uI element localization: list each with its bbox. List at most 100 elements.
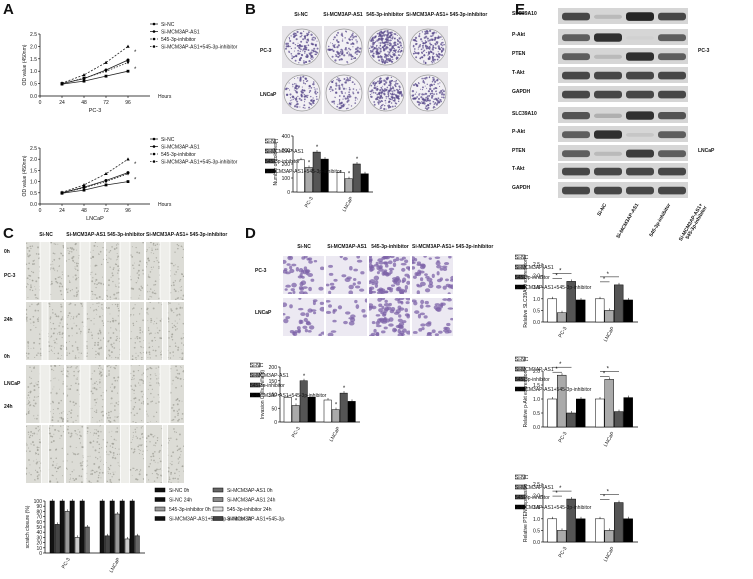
cell-speck <box>130 297 132 299</box>
colony-dot <box>428 94 431 97</box>
colony-dot <box>379 33 381 35</box>
protein-band <box>658 71 686 80</box>
colony-dot <box>375 40 377 43</box>
bar <box>547 398 557 428</box>
bar <box>109 500 115 554</box>
colony-dot <box>313 47 316 50</box>
colony-dot <box>374 85 376 87</box>
cell-speck <box>34 356 36 358</box>
cell-speck <box>170 437 172 439</box>
cell-speck <box>34 309 37 312</box>
cell-speck <box>174 431 176 433</box>
colony-dot <box>440 43 443 46</box>
cell-speck <box>96 470 98 473</box>
y-tick-label: 0 <box>274 420 277 426</box>
invading-cell <box>353 268 358 272</box>
cell-speck <box>183 370 184 372</box>
row-label: LNCaP <box>260 92 277 98</box>
cell-speck <box>117 258 118 260</box>
cell-speck <box>52 312 54 314</box>
cell-speck <box>98 347 101 350</box>
colony-dot <box>378 46 380 49</box>
colony-dot <box>371 45 374 48</box>
cell-speck <box>38 257 40 260</box>
colony-dot <box>333 103 335 105</box>
significance-star: * <box>603 277 606 283</box>
colony-dot <box>384 44 386 46</box>
cell-speck <box>33 263 36 265</box>
plate-svg <box>283 28 321 66</box>
cell-speck <box>59 357 61 359</box>
cell-speck <box>130 331 132 333</box>
invading-cell <box>423 256 427 258</box>
colony-dot <box>390 102 393 104</box>
colony-dot <box>437 55 440 58</box>
colony-dot <box>329 86 333 89</box>
cell-speck <box>31 443 33 445</box>
y-tick-label: 0.0 <box>30 202 37 208</box>
colony-dot <box>379 50 382 53</box>
colony-dot <box>387 59 389 61</box>
invading-cell <box>355 304 360 309</box>
plate-dish <box>367 74 405 112</box>
colony-dot <box>340 48 343 51</box>
cell-speck <box>117 265 120 268</box>
cell-speck <box>37 414 39 416</box>
cell-speck <box>110 397 113 400</box>
cell-speck <box>173 288 176 291</box>
legend-label: Si-NC <box>265 139 279 145</box>
legend-swatch <box>265 158 276 164</box>
cell-speck <box>114 420 116 422</box>
invading-cell <box>434 256 441 260</box>
colony-dot <box>381 85 383 87</box>
invading-cell <box>327 332 334 336</box>
cell-speck <box>102 414 104 417</box>
cell-speck <box>68 252 70 255</box>
colony-dot <box>385 95 388 98</box>
cell-speck <box>71 335 73 337</box>
bar <box>320 158 329 193</box>
invading-cell <box>388 267 395 271</box>
bar <box>299 380 308 423</box>
cell-speck <box>100 459 102 461</box>
cell-speck <box>91 337 93 339</box>
cell-speck <box>92 416 94 419</box>
cell-speck <box>142 372 144 375</box>
colony-dot <box>421 52 424 54</box>
colony-dot <box>314 50 316 52</box>
colony-dot <box>414 39 416 41</box>
cell-speck <box>177 414 179 417</box>
cell-speck <box>147 329 150 332</box>
cell-speck <box>52 267 55 270</box>
colony-dot <box>313 87 315 89</box>
colony-dot <box>303 30 305 32</box>
invading-cell <box>441 265 448 269</box>
cell-speck <box>151 291 154 294</box>
lane-label: Si-MCM3AP-AS1+ 545-3p-inhibitor <box>677 202 709 243</box>
colony-dot <box>314 90 317 93</box>
colony-dot <box>414 36 418 40</box>
cell-speck <box>168 467 170 469</box>
colony-dot <box>429 86 431 88</box>
colony-dot <box>289 93 292 96</box>
bar <box>576 518 586 543</box>
colony-dot <box>312 57 314 59</box>
colony-dot <box>397 50 400 52</box>
colony-dot <box>390 48 393 51</box>
cell-speck <box>53 352 55 355</box>
bar <box>119 500 125 554</box>
colony-dot <box>377 80 379 83</box>
cell-speck <box>107 262 109 264</box>
colony-dot <box>393 33 395 35</box>
cell-speck <box>109 250 112 252</box>
cell-speck <box>29 318 32 321</box>
protein-band <box>626 133 654 137</box>
cell-speck <box>99 339 102 341</box>
cell-speck <box>53 365 56 367</box>
colony-dot <box>382 89 384 92</box>
cell-speck <box>54 269 56 271</box>
colony-dot <box>314 38 316 40</box>
cell-speck <box>92 387 94 389</box>
cell-speck <box>80 303 83 305</box>
